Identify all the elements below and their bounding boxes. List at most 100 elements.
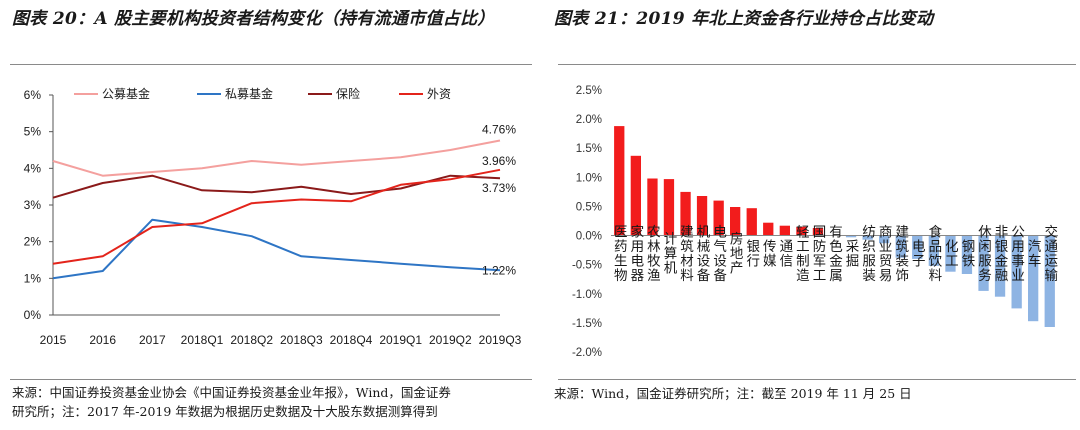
x-tick-label: 2019Q1 <box>379 333 422 347</box>
series-line-2 <box>52 174 501 199</box>
x-tick-label: 2018Q2 <box>230 333 273 347</box>
category-label: 国防军工 <box>810 225 826 283</box>
series-line-0 <box>52 139 501 177</box>
x-tick-label: 2015 <box>40 333 67 347</box>
bar-19 <box>928 235 939 266</box>
bar-8 <box>746 208 757 236</box>
bar-2 <box>647 178 658 236</box>
category-label: 电子 <box>910 239 926 268</box>
y-tick-label: 0% <box>24 308 42 322</box>
y-tick-label: 2.0% <box>576 114 602 126</box>
bar-12 <box>812 228 824 236</box>
category-label: 医药生物 <box>612 225 628 283</box>
bar-25 <box>1028 235 1039 322</box>
bar-0 <box>614 126 625 236</box>
x-tick-label: 2018Q4 <box>330 333 373 347</box>
bar-24 <box>1011 235 1022 309</box>
bar-3 <box>663 179 675 236</box>
legend-label-1: 私募基金 <box>225 86 273 101</box>
y-tick-label: 6% <box>24 88 42 102</box>
left-source-line-1: 来源：中国证券投资基金业协会《中国证券投资基金业年报》，Wind，国金证券 <box>12 385 451 400</box>
left-title-rule <box>10 64 532 65</box>
y-tick-label: 1% <box>24 271 42 285</box>
series-line-3 <box>52 168 501 265</box>
category-label: 汽车 <box>1026 239 1042 268</box>
category-label: 轻工制造 <box>794 224 810 283</box>
y-tick-label: 5% <box>24 125 42 139</box>
category-label: 建筑材料 <box>678 224 694 282</box>
bar-23 <box>994 235 1006 297</box>
bar-17 <box>895 235 906 258</box>
y-tick-label: 4% <box>24 161 42 175</box>
right-source: 来源：Wind，国金证券研究所；注：截至 2019 年 11 月 25 日 <box>554 386 912 401</box>
x-tick-label: 2019Q2 <box>429 333 472 347</box>
bar-26 <box>1044 235 1055 327</box>
y-tick-label: -2.0% <box>572 347 602 359</box>
bar-18 <box>912 235 923 259</box>
bar-14 <box>845 235 857 238</box>
bar-4 <box>680 191 691 236</box>
bar-22 <box>978 235 989 291</box>
left-figure: 图表 20：A 股主要机构投资者结构变化（持有流通市值占比） 0% 1% 2% 3% 4… <box>0 0 536 430</box>
y-tick-label: -1.0% <box>572 289 602 301</box>
legend-label-3: 外资 <box>427 87 451 101</box>
y-tick-label: -1.5% <box>572 318 602 330</box>
x-tick-label: 2019Q3 <box>479 333 522 347</box>
y-tick-label: 3% <box>24 198 42 212</box>
legend-label-0: 公募基金 <box>102 86 150 101</box>
series-line-1 <box>52 218 501 280</box>
category-label: 公用事业 <box>1009 225 1025 283</box>
category-label: 商业贸易 <box>877 224 893 282</box>
bar-6 <box>713 200 724 236</box>
x-tick-label: 2018Q3 <box>280 333 323 347</box>
category-label: 通信 <box>777 239 793 268</box>
end-value-label: 3.96% <box>482 154 516 168</box>
left-source-line-2: 研究所；注：2017 年-2019 年数据为根据历史数据及十大股东数据测算得到 <box>12 404 438 419</box>
category-label: 电气设备 <box>711 224 727 282</box>
y-tick-label: 2.5% <box>576 85 602 97</box>
right-figure: 图表 21：2019 年北上资金各行业持仓占比变动 -2.0% -1.5% -1.0… <box>548 0 1080 430</box>
bar-16 <box>879 235 890 244</box>
x-tick-label: 2018Q1 <box>181 333 224 347</box>
bar-9 <box>763 222 774 236</box>
category-label: 家用电器 <box>628 223 644 282</box>
category-label: 房地产 <box>728 232 744 276</box>
bar-11 <box>796 226 807 236</box>
y-tick-label: 1.5% <box>576 143 602 155</box>
bar-1 <box>630 155 641 236</box>
y-tick-label: 1.0% <box>576 172 602 184</box>
bar-10 <box>779 225 790 236</box>
category-label: 机械设备 <box>695 224 711 282</box>
left-figure-title: 图表 20：A 股主要机构投资者结构变化（持有流通市值占比） <box>12 9 495 29</box>
left-source-rule <box>10 379 532 380</box>
bar-chart: -2.0% -1.5% -1.0% -0.5% 0.0% 0.5% 1.0% 1.5% 2.0%… <box>548 72 1080 372</box>
category-label: 银行 <box>744 239 760 269</box>
category-label: 有色金属 <box>827 224 843 282</box>
y-tick-label: 0.0% <box>576 231 602 243</box>
category-label: 计算机 <box>661 232 677 276</box>
right-figure-title: 图表 21：2019 年北上资金各行业持仓占比变动 <box>554 9 934 29</box>
category-label: 建筑装饰 <box>893 224 909 282</box>
line-chart: 0% 1% 2% 3% 4% 5% 6% 2015 2016 2017 2018Q1 2018Q2 20… <box>24 86 522 347</box>
bar-15 <box>862 235 873 240</box>
category-label: 农林牧渔 <box>645 224 661 282</box>
y-tick-label: 0.5% <box>576 201 602 213</box>
plot-background <box>548 72 1080 372</box>
category-label: 食品饮料 <box>926 223 942 282</box>
category-label: 纺织服装 <box>860 224 876 282</box>
category-label: 交通运输 <box>1042 223 1058 282</box>
end-value-label: 1.22% <box>482 263 516 277</box>
category-label: 化工 <box>943 239 959 268</box>
bar-21 <box>961 235 973 274</box>
category-label: 传媒 <box>761 239 777 268</box>
right-source-rule <box>558 379 1076 380</box>
bar-5 <box>696 196 708 236</box>
legend-label-2: 保险 <box>336 86 360 101</box>
category-label: 采掘 <box>844 239 860 268</box>
bar-7 <box>730 207 741 236</box>
category-label: 钢铁 <box>959 239 975 268</box>
bar-20 <box>945 235 956 272</box>
y-tick-label: 2% <box>24 235 42 249</box>
category-label: 休闲服务 <box>976 224 992 282</box>
end-value-label: 3.73% <box>482 181 516 195</box>
